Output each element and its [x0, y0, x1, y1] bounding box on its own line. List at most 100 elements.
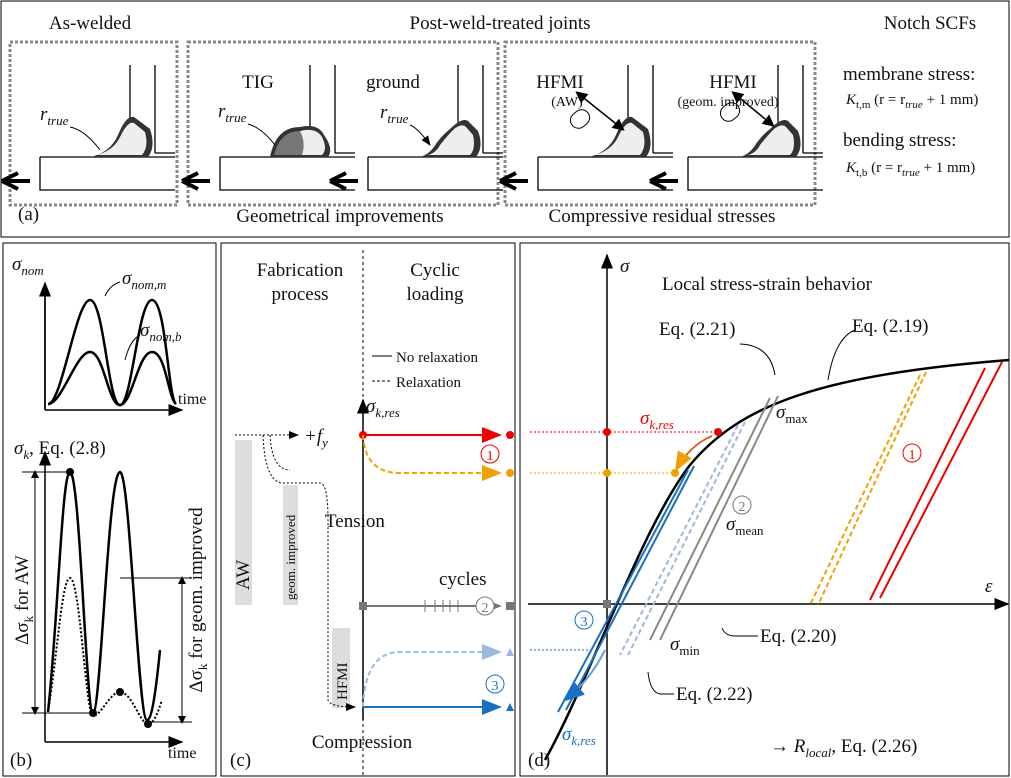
sigma-axis-label: σ: [620, 256, 630, 277]
r-true: rtrue: [380, 102, 409, 126]
text-part: k,res: [571, 733, 595, 748]
membrane-label: membrane stress:: [843, 64, 975, 85]
legend-no-relax: No relaxation: [396, 350, 479, 366]
compression-label: Compression: [312, 732, 413, 753]
marker-3: 3: [492, 679, 499, 694]
fy-label: +fy: [304, 426, 328, 450]
text-part: (r = r: [867, 160, 902, 176]
panel-c: Fabrication process Cyclic loading No re…: [230, 250, 514, 775]
text-part: nom: [21, 263, 43, 278]
panel-d-frame: [520, 243, 1009, 776]
r-local: → Rlocal, Eq. (2.26): [770, 736, 917, 760]
time-label: time: [168, 745, 196, 762]
k-tm: Kt,m (r = rtrue + 1 mm): [845, 92, 978, 111]
text-part: nom,b: [149, 329, 182, 344]
delta-gi: Δσk for geom. improved: [186, 507, 210, 693]
figure: As-welded Post-weld-treated joints Notch…: [0, 0, 1011, 778]
text-part: true: [902, 167, 920, 179]
sigma-max: σmax: [776, 402, 808, 426]
text-part: mean: [735, 523, 764, 538]
fabrication-label: process: [272, 284, 329, 305]
panel-d-title: Local stress-strain behavior: [662, 274, 873, 295]
hfmi-label: HFMI: [335, 662, 351, 700]
text-part: , Eq. (2.8): [29, 438, 106, 459]
text-part: for geom. improved: [186, 507, 207, 664]
text-part: true: [225, 110, 246, 125]
eq-220: Eq. (2.20): [760, 626, 837, 647]
text-part: t,m: [856, 99, 871, 111]
marker-2: 2: [482, 601, 489, 616]
sigma-nom: σnom: [12, 254, 44, 278]
text-part: + 1 mm): [920, 160, 976, 176]
marker-1: 1: [487, 449, 494, 464]
cyclic-label: Cyclic: [410, 260, 460, 281]
panel-d: σ ε Local stress-strain behavior σk,res …: [528, 255, 1009, 775]
page: As-welded Post-weld-treated joints Notch…: [0, 0, 1011, 778]
eq-222: Eq. (2.22): [676, 684, 753, 705]
r-true: rtrue: [218, 101, 247, 125]
marker-1: 1: [909, 448, 916, 463]
eq-219: Eq. (2.19): [852, 316, 929, 337]
eq-221: Eq. (2.21): [659, 319, 736, 340]
text-part: R: [793, 736, 806, 757]
text-part: , Eq. (2.26): [831, 736, 917, 757]
text-part: →: [770, 736, 794, 757]
text-part: true: [47, 113, 68, 128]
cyclic-label: loading: [407, 284, 464, 305]
panel-c-frame: [221, 243, 515, 776]
panel-b-label: (b): [10, 750, 32, 771]
hfmi-aw-label: HFMI: [536, 72, 584, 93]
joint-as-welded: [2, 65, 175, 190]
sigma-k: σk, Eq. (2.8): [14, 438, 106, 462]
r-true: rtrue: [40, 104, 69, 128]
text-part: + 1 mm): [923, 92, 979, 108]
panel-a: As-welded Post-weld-treated joints Notch…: [2, 13, 978, 227]
text-part: local: [805, 745, 831, 760]
panel-b: σnom σnom,m σnom,b time σk, Eq. (2.8) Δσ…: [10, 254, 210, 771]
cycles-label: cycles: [439, 569, 486, 590]
hfmi-aw-note: (AW): [551, 95, 583, 110]
text-part: k,res: [649, 417, 673, 432]
box-as-welded: [10, 42, 177, 205]
panel-a-label: (a): [18, 204, 39, 225]
post-weld-title: Post-weld-treated joints: [410, 13, 591, 34]
text-part: y: [320, 435, 328, 450]
sigma-kres: σk,res: [366, 396, 400, 420]
time-label: time: [178, 391, 206, 408]
tension-label: Tension: [325, 511, 385, 532]
panel-c-label: (c): [230, 750, 251, 771]
k-tb: Kt,b (r = rtrue + 1 mm): [845, 160, 975, 179]
aw-label: AW: [233, 560, 254, 590]
notch-scfs-title: Notch SCFs: [884, 13, 976, 34]
text-part: true: [905, 99, 923, 111]
text-part: for AW: [12, 555, 33, 616]
text-part: min: [679, 643, 700, 658]
legend-relax: Relaxation: [396, 375, 461, 391]
marker-2: 2: [739, 500, 746, 515]
fabrication-label: Fabrication: [257, 260, 344, 281]
sigma-kres-blue: σk,res: [562, 724, 596, 748]
geom-label: geom. improved: [283, 514, 298, 600]
hfmi-gi-label: HFMI: [709, 72, 757, 93]
tig-label: TIG: [242, 72, 274, 93]
r-true-labels: rtrue rtrue rtrue: [40, 101, 430, 150]
hfmi-gi-note: (geom. improved): [677, 95, 778, 110]
sigma-nom-m: σnom,m: [122, 268, 166, 292]
epsilon-axis-label: ε: [985, 576, 993, 597]
sigma-nom-b: σnom,b: [140, 320, 182, 344]
text-part: max: [785, 411, 808, 426]
ground-label: ground: [366, 72, 420, 93]
joint-hfmi-aw: [500, 65, 673, 190]
text-part: true: [387, 111, 408, 126]
text-part: nom,m: [131, 277, 166, 292]
sigma-kres-red: σk,res: [640, 408, 674, 432]
bending-label: bending stress:: [843, 130, 956, 151]
panel-d-label: (d): [528, 750, 550, 771]
sigma-min: σmin: [670, 634, 700, 658]
text-part: t,b: [856, 167, 868, 179]
geometrical-label: Geometrical improvements: [236, 206, 443, 227]
sigma-mean: σmean: [726, 514, 764, 538]
text-part: Δσ: [186, 670, 207, 692]
marker-3: 3: [581, 615, 588, 630]
as-welded-title: As-welded: [49, 13, 132, 34]
